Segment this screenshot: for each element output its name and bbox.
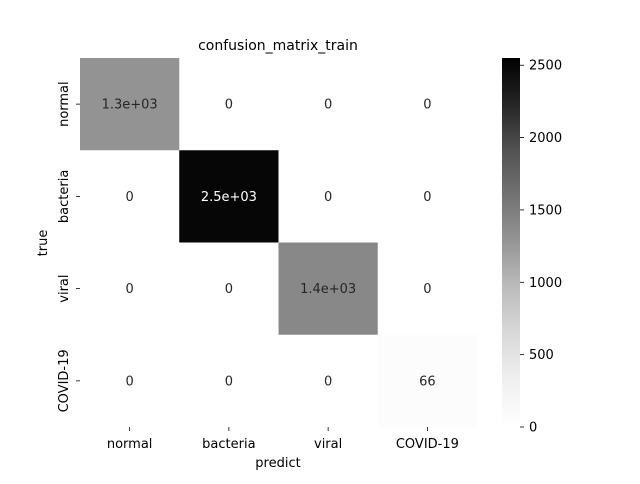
chart-title: confusion_matrix_train <box>198 38 358 54</box>
heatmap-cell <box>377 58 478 151</box>
y-tick-label: normal <box>57 81 72 127</box>
colorbar <box>502 58 520 427</box>
heatmap-cell <box>278 150 379 243</box>
colorbar-tick-label: 1500 <box>529 203 562 218</box>
cell-annotation: 0 <box>225 98 233 113</box>
cell-annotation: 0 <box>423 190 431 205</box>
heatmap-cell <box>80 58 180 151</box>
cell-annotation: 0 <box>225 282 233 297</box>
heatmap-cell <box>377 334 478 428</box>
cell-annotation: 0 <box>324 98 332 113</box>
cell-annotation: 0 <box>125 374 133 389</box>
cell-annotation: 1.3e+03 <box>102 98 158 113</box>
heatmap-cell <box>80 242 180 336</box>
colorbar-tick-label: 500 <box>529 348 554 363</box>
heatmap-cell <box>278 334 379 428</box>
cell-annotation: 0 <box>125 190 133 205</box>
y-axis-label: true <box>36 230 51 257</box>
x-axis: normal bacteria viral COVID-19 <box>107 427 459 452</box>
cell-annotations: 1.3e+03 0 0 0 0 2.5e+03 0 0 0 0 1.4e+03 0 0 0 0 66 <box>102 98 436 390</box>
cell-annotation: 0 <box>324 190 332 205</box>
heatmap-cell <box>377 242 478 336</box>
colorbar-tick-label: 0 <box>529 421 537 436</box>
cell-annotation: 2.5e+03 <box>201 190 257 205</box>
heatmap-cells <box>80 58 478 428</box>
heatmap-cell <box>80 150 180 243</box>
heatmap-cell <box>278 58 379 151</box>
heatmap-cell <box>377 150 478 243</box>
y-tick-label: COVID-19 <box>57 349 72 412</box>
x-tick-label: viral <box>314 437 342 452</box>
heatmap-cell <box>80 334 180 428</box>
cell-annotation: 0 <box>423 282 431 297</box>
cell-annotation: 0 <box>423 98 431 113</box>
colorbar-ticks: 0 500 1000 1500 2000 2500 <box>520 59 562 436</box>
x-axis-label: predict <box>255 456 300 471</box>
heatmap-cell <box>179 58 279 151</box>
cell-annotation: 0 <box>225 374 233 389</box>
y-axis: normal bacteria viral COVID-19 <box>57 81 80 412</box>
y-tick-label: viral <box>57 275 72 303</box>
x-tick-label: bacteria <box>202 437 255 452</box>
y-tick-label: bacteria <box>57 170 72 223</box>
x-tick-label: COVID-19 <box>396 437 459 452</box>
heatmap-cell <box>278 242 379 336</box>
heatmap-cell <box>179 150 279 243</box>
cell-annotation: 66 <box>419 374 436 389</box>
cell-annotation: 0 <box>324 374 332 389</box>
colorbar-tick-label: 2000 <box>529 131 562 146</box>
heatmap-cell <box>179 242 279 336</box>
cell-annotation: 1.4e+03 <box>300 282 356 297</box>
x-tick-label: normal <box>107 437 153 452</box>
colorbar-tick-label: 2500 <box>529 59 562 74</box>
colorbar-tick-label: 1000 <box>529 276 562 291</box>
cell-annotation: 0 <box>125 282 133 297</box>
heatmap-cell <box>179 334 279 428</box>
